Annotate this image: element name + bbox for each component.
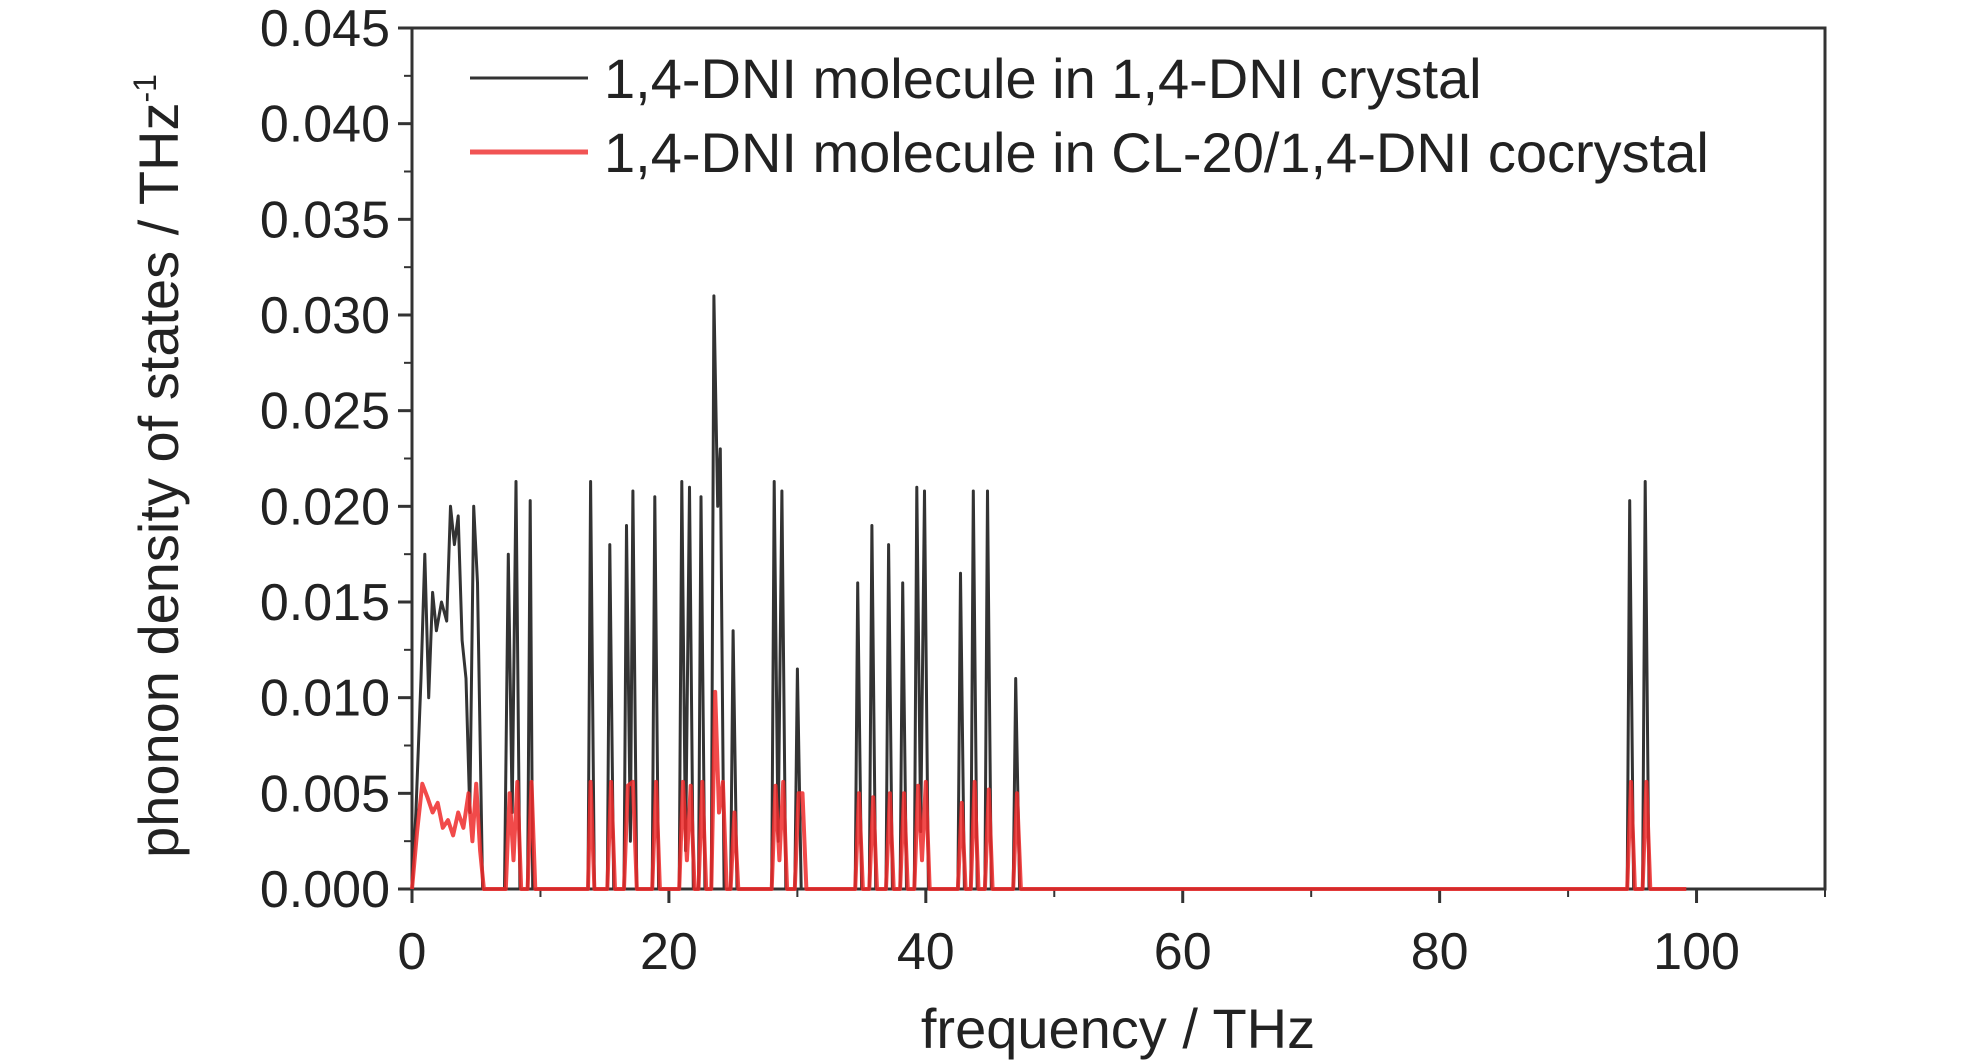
x-axis-ticks: 0 20 40 60 80 100 xyxy=(398,889,1826,981)
x-tick-label: 40 xyxy=(897,923,955,981)
y-axis-title: phonon density of states / THz-1 xyxy=(127,74,190,858)
y-tick-label: 0.015 xyxy=(260,574,390,632)
y-tick-label: 0.020 xyxy=(260,478,390,536)
y-tick-label: 0.045 xyxy=(260,0,390,58)
y-tick-label: 0.035 xyxy=(260,191,390,249)
legend-label-cocrystal: 1,4-DNI molecule in CL-20/1,4-DNI cocrys… xyxy=(604,121,1709,184)
y-axis-title-superscript: -1 xyxy=(127,74,163,102)
y-axis-title-text: phonon density of states / THz xyxy=(127,103,190,858)
x-tick-label: 20 xyxy=(640,923,698,981)
y-tick-label: 0.010 xyxy=(260,670,390,728)
legend-label-crystal: 1,4-DNI molecule in 1,4-DNI crystal xyxy=(604,47,1482,110)
y-tick-label: 0.030 xyxy=(260,287,390,345)
y-axis-ticks: 0.000 0.005 0.010 0.015 0.020 0.025 0.030 0.035… xyxy=(260,0,412,919)
y-tick-label: 0.000 xyxy=(260,861,390,919)
x-axis-title: frequency / THz xyxy=(921,997,1315,1060)
series-layer xyxy=(410,294,1687,891)
y-tick-label: 0.025 xyxy=(260,383,390,441)
y-tick-label: 0.005 xyxy=(260,765,390,823)
y-tick-label: 0.040 xyxy=(260,96,390,154)
legend: 1,4-DNI molecule in 1,4-DNI crystal 1,4-… xyxy=(470,47,1709,184)
series-line-cocrystal xyxy=(410,689,1687,891)
x-tick-label: 0 xyxy=(398,923,427,981)
x-tick-label: 80 xyxy=(1411,923,1469,981)
x-tick-label: 60 xyxy=(1154,923,1212,981)
series-line-crystal xyxy=(410,294,1656,891)
x-tick-label: 100 xyxy=(1653,923,1740,981)
